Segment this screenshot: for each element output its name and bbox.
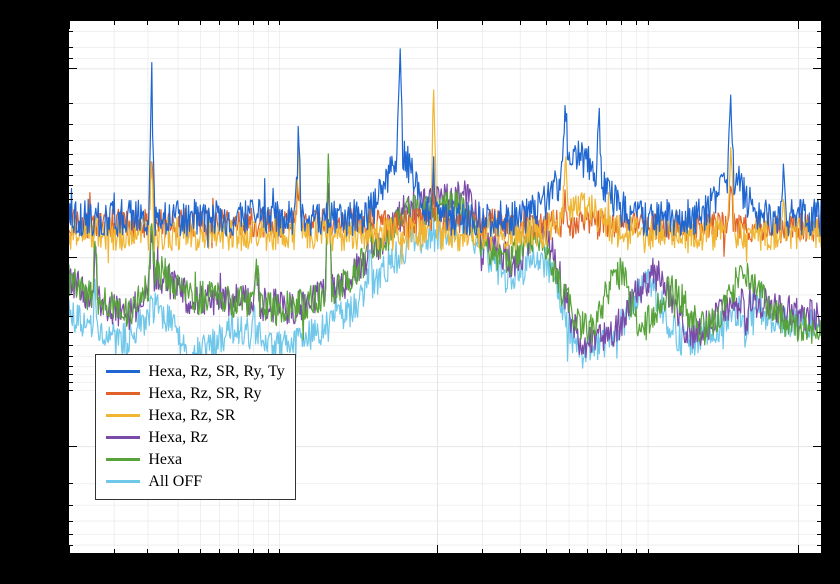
legend-swatch [106,414,140,417]
legend-swatch [106,480,140,483]
legend-label: Hexa [148,451,182,469]
legend-row: Hexa, Rz [106,427,284,449]
legend-label: Hexa, Rz, SR, Ry, Ty [148,363,284,381]
legend-row: Hexa [106,449,284,471]
legend-swatch [106,436,140,439]
legend-label: Hexa, Rz [148,429,208,447]
legend-row: Hexa, Rz, SR [106,405,284,427]
legend-label: All OFF [148,473,202,491]
series-line [69,90,821,264]
legend-label: Hexa, Rz, SR [148,407,235,425]
legend-label: Hexa, Rz, SR, Ry [148,385,261,403]
legend-swatch [106,392,140,395]
legend-row: Hexa, Rz, SR, Ry, Ty [106,361,284,383]
legend-row: Hexa, Rz, SR, Ry [106,383,284,405]
plot-area: Hexa, Rz, SR, Ry, Ty Hexa, Rz, SR, Ry Hexa… [68,20,822,554]
legend: Hexa, Rz, SR, Ry, Ty Hexa, Rz, SR, Ry Hexa… [95,354,295,500]
legend-swatch [106,458,140,461]
legend-swatch [106,370,140,373]
legend-row: All OFF [106,471,284,493]
series-line [69,154,821,345]
chart-container: Hexa, Rz, SR, Ry, Ty Hexa, Rz, SR, Ry Hexa… [0,0,840,584]
